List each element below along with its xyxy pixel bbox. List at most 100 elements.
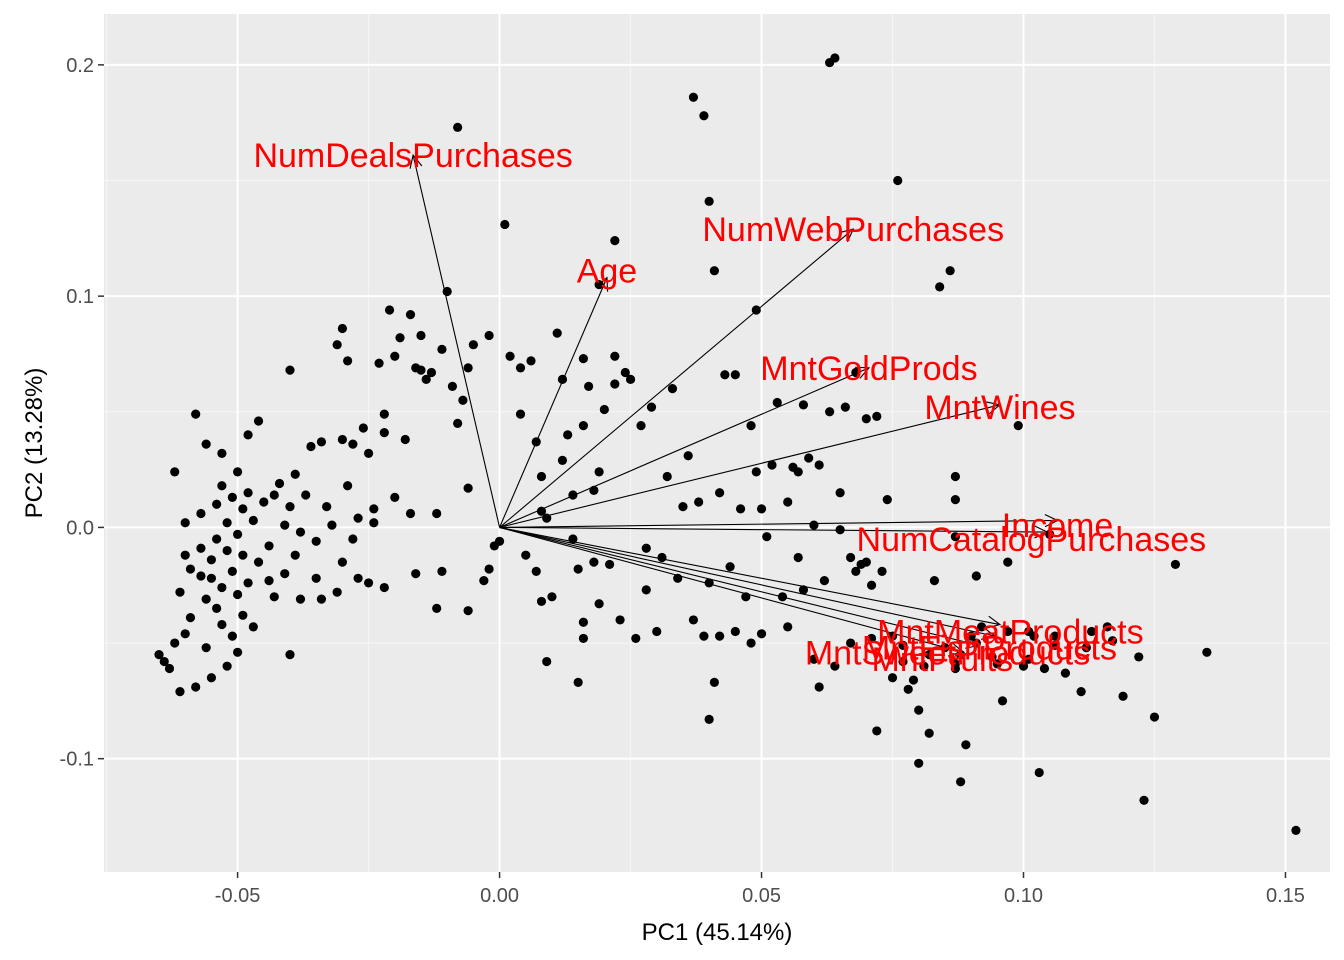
score-point <box>374 358 384 368</box>
score-point <box>1107 636 1118 646</box>
score-point <box>835 525 845 535</box>
score-point <box>935 282 945 292</box>
score-point <box>322 501 332 512</box>
score-point <box>620 367 630 378</box>
score-point <box>563 430 573 440</box>
loading-label: NumWebPurchases <box>702 211 1004 249</box>
score-point <box>610 379 620 389</box>
score-point <box>432 508 442 519</box>
score-point <box>185 564 196 574</box>
score-point <box>253 557 264 567</box>
loading-label: MntWines <box>924 389 1075 427</box>
score-point <box>950 532 960 542</box>
score-point <box>594 467 604 477</box>
score-point <box>515 409 526 419</box>
score-point <box>646 402 657 412</box>
score-point <box>227 631 237 641</box>
score-point <box>840 402 850 412</box>
loading-label: Age <box>577 253 638 291</box>
score-point <box>735 504 746 514</box>
score-point <box>861 557 871 567</box>
score-point <box>206 673 217 683</box>
score-point <box>641 543 651 553</box>
score-point <box>212 534 222 544</box>
score-point <box>390 351 400 361</box>
score-point <box>259 497 269 507</box>
score-point <box>756 629 767 639</box>
score-point <box>337 323 347 334</box>
score-point <box>280 569 290 579</box>
score-point <box>269 490 279 500</box>
score-point <box>290 469 300 479</box>
score-point <box>1081 643 1091 653</box>
score-point <box>950 471 960 482</box>
score-point <box>206 573 217 583</box>
score-point <box>159 656 169 667</box>
score-point <box>615 615 625 625</box>
score-point <box>767 460 777 470</box>
score-point <box>762 532 772 542</box>
score-point <box>830 53 840 63</box>
y-tick-label: -0.1 <box>60 749 94 771</box>
score-point <box>212 603 222 613</box>
score-point <box>437 344 447 354</box>
score-point <box>725 562 735 572</box>
score-point <box>463 483 473 493</box>
score-point <box>683 451 693 461</box>
loading-label: Income <box>1002 507 1114 545</box>
score-point <box>772 397 782 408</box>
score-point <box>253 416 264 426</box>
score-point <box>269 592 279 602</box>
score-point <box>379 409 389 419</box>
y-axis-title: PC2 (13.28%) <box>21 368 48 519</box>
score-point <box>1013 421 1023 431</box>
score-point <box>180 518 190 528</box>
score-point <box>280 520 290 530</box>
score-point <box>332 587 342 597</box>
score-point <box>945 266 955 276</box>
score-point <box>196 508 206 519</box>
score-point <box>730 626 740 637</box>
score-point <box>400 434 410 445</box>
score-point <box>851 566 861 576</box>
score-point <box>217 481 227 491</box>
loading-label: MntFishProducts <box>862 630 1117 668</box>
score-point <box>709 266 719 276</box>
score-point <box>295 594 306 604</box>
score-point <box>505 351 515 361</box>
score-point <box>568 490 578 500</box>
score-point <box>1003 557 1013 567</box>
x-tick-label: 0.10 <box>1004 885 1043 907</box>
score-point <box>458 395 468 405</box>
score-point <box>1024 654 1034 664</box>
x-tick-label: 0.15 <box>1266 885 1305 907</box>
score-point <box>599 404 609 415</box>
score-point <box>243 430 253 440</box>
score-point <box>882 495 892 505</box>
score-point <box>264 541 274 551</box>
loading-arrow <box>499 276 609 528</box>
score-point <box>846 552 856 563</box>
loading-label: MntSweetProducts <box>805 634 1090 672</box>
score-point <box>233 589 243 600</box>
score-point <box>233 647 243 657</box>
loading-labels: NumDealsPurchases Age NumWebPurchases MntGo… <box>253 137 1206 679</box>
score-point <box>243 488 253 498</box>
score-point <box>390 492 400 502</box>
score-point <box>819 576 830 586</box>
score-point <box>898 656 908 667</box>
score-point <box>997 696 1008 706</box>
score-point <box>814 682 824 692</box>
score-point <box>578 421 588 431</box>
score-point <box>715 488 725 498</box>
score-point <box>484 564 494 574</box>
score-point <box>814 460 824 470</box>
score-point <box>950 659 960 669</box>
score-point <box>363 448 374 459</box>
score-point <box>369 504 379 514</box>
score-point <box>395 333 405 343</box>
score-point <box>976 622 987 632</box>
score-point <box>589 557 599 567</box>
score-point <box>825 407 835 417</box>
x-tick-label: 0.05 <box>742 885 781 907</box>
